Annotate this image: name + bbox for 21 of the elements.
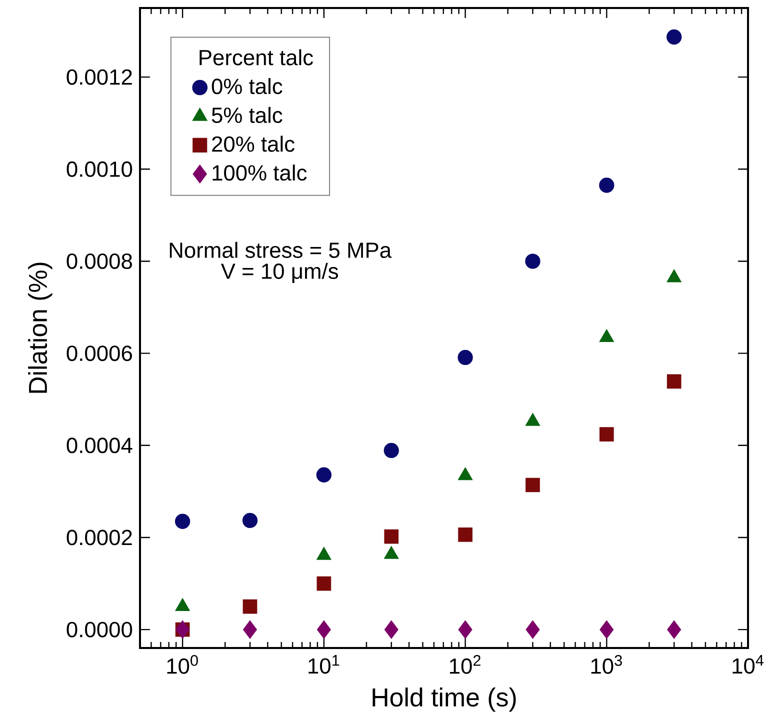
x-tick-label: 10$^{3}$	[591, 655, 622, 674]
y-axis-title: Dilation (%)	[28, 262, 52, 393]
legend-label: 5% talc	[212, 106, 282, 124]
y-tick-label: 0.0012	[66, 69, 132, 85]
legend-title: Percent talc	[200, 49, 313, 66]
y-tick-label: 0.0002	[66, 530, 132, 546]
x-tick-label: 10$^{0}$	[167, 655, 198, 674]
y-tick-label: 0.0008	[66, 253, 132, 269]
x-tick-label: 10$^{4}$	[732, 655, 764, 674]
y-tick-label: 0.0006	[66, 346, 132, 362]
legend-label: 20% talc	[212, 136, 294, 152]
annotation: V = 10 μm/s	[220, 262, 338, 284]
x-axis-title: Hold time (s)	[372, 688, 516, 712]
y-tick-label: 0.0010	[66, 161, 132, 177]
x-tick-label: 10$^{2}$	[450, 655, 480, 674]
annotation: Normal stress = 5 MPa	[170, 242, 392, 258]
legend-label: 100% talc	[212, 164, 307, 181]
y-tick-label: 0.0000	[66, 622, 132, 638]
legend-label: 0% talc	[212, 78, 282, 94]
y-tick-label: 0.0004	[66, 438, 132, 454]
x-tick-label: 10$^{1}$	[308, 655, 340, 674]
